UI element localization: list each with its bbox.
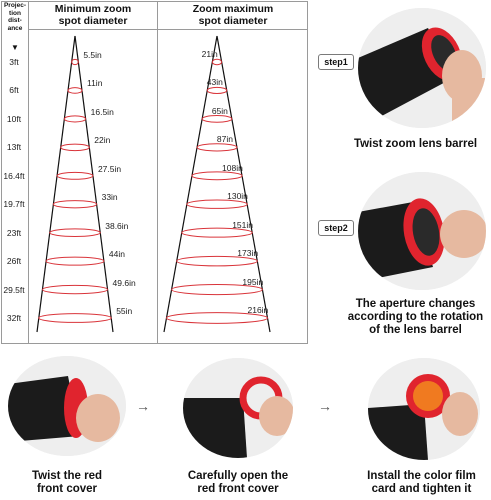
step2-tag: step2 xyxy=(318,220,354,236)
bottom-caption-1-line: Twist the red xyxy=(31,470,103,482)
min-spot-ellipse xyxy=(71,58,79,66)
min-diameter-value: 16.5in xyxy=(90,106,114,117)
open-cover-photo xyxy=(183,358,293,458)
max-diameter-value: 43in xyxy=(206,77,223,88)
bottom-caption-1: Twist the red front cover xyxy=(8,470,126,496)
max-spot-ellipse xyxy=(166,312,268,324)
max-spot-ellipse xyxy=(171,283,263,296)
max-diameter-value: 65in xyxy=(211,105,228,116)
beam-cone-diagram xyxy=(36,35,271,333)
max-spot-ellipse xyxy=(191,171,243,181)
max-zoom-header-line: spot diameter xyxy=(198,15,268,27)
min-diameter-value: 38.6in xyxy=(105,220,129,231)
max-spot-ellipse xyxy=(176,255,258,267)
max-spot-ellipse xyxy=(201,115,233,123)
bottom-caption-1-line: front cover xyxy=(36,483,98,495)
distance-label: 6ft xyxy=(9,85,19,96)
min-spot-ellipse xyxy=(41,284,109,295)
down-arrow-icon: ▼ xyxy=(11,43,19,52)
max-diameter-value: 130in xyxy=(227,191,248,202)
distance-label: 29.5ft xyxy=(3,284,25,295)
min-zoom-header-line: spot diameter xyxy=(58,15,128,27)
step1-caption: Twist zoom lens barrel xyxy=(353,138,478,150)
min-diameter-value: 5.5in xyxy=(83,50,102,60)
min-spot-ellipse xyxy=(63,115,87,123)
min-spot-ellipse xyxy=(38,313,112,323)
max-diameter-value: 173in xyxy=(237,248,259,259)
distance-label: 23ft xyxy=(6,227,22,238)
max-spot-ellipse xyxy=(211,58,223,66)
table-header-rule xyxy=(28,29,308,30)
bottom-caption-2-line: red front cover xyxy=(197,483,279,495)
max-diameter-value: 21in xyxy=(201,49,218,59)
bottom-caption-3: Install the color film card and tighten … xyxy=(352,470,491,496)
max-spot-ellipse xyxy=(181,227,253,238)
install-film-photo xyxy=(368,358,480,460)
distance-header: Projec- tion dist- ance xyxy=(2,2,28,32)
step2-caption-line: of the lens barrel xyxy=(369,324,462,336)
distance-label: 32ft xyxy=(6,313,22,323)
distance-label: 19.7ft xyxy=(3,199,25,210)
min-diameter-value: 11in xyxy=(86,78,103,89)
distance-label: 26ft xyxy=(6,256,22,267)
distance-label: 16.4ft xyxy=(3,170,25,181)
aperture-photo xyxy=(358,172,486,290)
min-spot-ellipse xyxy=(60,143,90,152)
min-diameter-value: 44in xyxy=(108,249,125,260)
min-diameter-value: 33in xyxy=(101,192,118,203)
twist-cover-photo xyxy=(8,356,126,456)
step2-caption-line: according to the rotation xyxy=(347,311,484,323)
min-spot-ellipse xyxy=(45,256,105,266)
step1-tag: step1 xyxy=(318,54,354,70)
min-spot-ellipse xyxy=(49,228,101,237)
min-cone-left-edge xyxy=(36,35,76,333)
bottom-caption-2: Carefully open the red front cover xyxy=(170,470,306,496)
max-diameter-value: 108in xyxy=(222,162,243,173)
min-zoom-header-line: Minimum zoom xyxy=(54,3,132,15)
spot-diameter-table xyxy=(1,1,308,344)
max-spot-ellipse xyxy=(186,199,248,209)
max-diameter-value: 216in xyxy=(247,305,269,315)
min-spot-ellipse xyxy=(52,200,98,209)
distance-header-line: ance xyxy=(7,24,23,32)
max-spot-ellipse xyxy=(206,86,228,94)
table-divider-1 xyxy=(28,1,29,344)
min-diameter-value: 49.6in xyxy=(112,277,136,288)
bottom-caption-3-line: card and tighten it xyxy=(371,483,472,495)
distance-label: 13ft xyxy=(6,142,22,153)
distance-label: 3ft xyxy=(9,57,19,67)
arrow-right-icon: → xyxy=(318,398,332,414)
max-diameter-value: 195in xyxy=(242,276,264,287)
max-zoom-header: Zoom maximum spot diameter xyxy=(158,3,308,27)
table-divider-2 xyxy=(157,1,158,344)
distance-header-line: Projec- xyxy=(3,2,27,9)
max-spot-ellipse xyxy=(196,143,238,152)
distance-header-line: dist- xyxy=(8,17,22,24)
step2-caption-line: The aperture changes xyxy=(355,298,476,310)
step2-caption: The aperture changes according to the ro… xyxy=(340,298,491,337)
max-zoom-header-line: Zoom maximum xyxy=(192,3,274,15)
min-diameter-value: 27.5in xyxy=(97,163,122,174)
arrow-right-icon: → xyxy=(136,398,150,414)
bottom-caption-2-line: Carefully open the xyxy=(187,470,289,482)
distance-header-line: tion xyxy=(9,9,21,17)
min-zoom-header: Minimum zoom spot diameter xyxy=(29,3,157,27)
max-diameter-value: 151in xyxy=(232,219,254,230)
min-spot-ellipse xyxy=(67,87,83,94)
min-cone-right-edge xyxy=(74,35,114,333)
distance-label: 10ft xyxy=(6,113,22,124)
min-diameter-value: 22in xyxy=(94,135,111,146)
twist-zoom-photo xyxy=(358,8,486,128)
bottom-caption-3-line: Install the color film xyxy=(367,470,476,482)
max-cone-left-edge xyxy=(163,35,218,333)
max-diameter-value: 87in xyxy=(216,134,233,145)
min-diameter-value: 55in xyxy=(116,306,133,316)
max-cone-right-edge xyxy=(216,35,271,333)
min-spot-ellipse xyxy=(56,171,94,180)
